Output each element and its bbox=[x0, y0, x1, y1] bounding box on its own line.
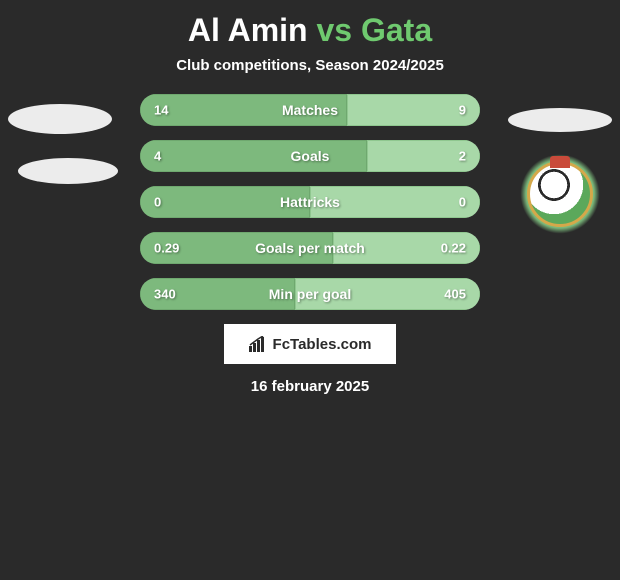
player2-name: Gata bbox=[361, 12, 432, 48]
stat-bar-left bbox=[140, 140, 367, 172]
player1-avatar-placeholder-2 bbox=[18, 158, 118, 184]
stat-label: Matches bbox=[282, 102, 338, 118]
stat-label: Hattricks bbox=[280, 194, 340, 210]
stat-value-left: 14 bbox=[154, 103, 168, 118]
stat-value-right: 2 bbox=[459, 149, 466, 164]
fctables-logo: FcTables.com bbox=[224, 324, 396, 364]
date: 16 february 2025 bbox=[0, 378, 620, 395]
subtitle: Club competitions, Season 2024/2025 bbox=[0, 57, 620, 74]
stat-row: Hattricks 0 0 bbox=[140, 186, 480, 218]
stat-row: Matches 14 9 bbox=[140, 94, 480, 126]
stat-row: Goals per match 0.29 0.22 bbox=[140, 232, 480, 264]
player1-name: Al Amin bbox=[188, 12, 308, 48]
player2-club-badge bbox=[520, 154, 600, 234]
stats-container: Matches 14 9 Goals 4 2 Hattricks 0 0 Goals per ma… bbox=[0, 94, 620, 310]
stat-value-left: 0.29 bbox=[154, 241, 179, 256]
stat-value-right: 0.22 bbox=[441, 241, 466, 256]
stat-value-right: 405 bbox=[444, 287, 466, 302]
stat-label: Goals bbox=[291, 148, 330, 164]
player1-avatar-placeholder-1 bbox=[8, 104, 112, 134]
comparison-title: Al Amin vs Gata bbox=[0, 0, 620, 57]
stat-value-left: 4 bbox=[154, 149, 161, 164]
stat-label: Goals per match bbox=[255, 240, 365, 256]
stat-value-left: 0 bbox=[154, 195, 161, 210]
stat-value-right: 9 bbox=[459, 103, 466, 118]
stat-label: Min per goal bbox=[269, 286, 351, 302]
stat-row: Goals 4 2 bbox=[140, 140, 480, 172]
stat-value-left: 340 bbox=[154, 287, 176, 302]
player2-avatar-placeholder bbox=[508, 108, 612, 132]
stat-row: Min per goal 340 405 bbox=[140, 278, 480, 310]
vs-text: vs bbox=[316, 12, 352, 48]
logo-text: FcTables.com bbox=[273, 336, 372, 353]
chart-icon bbox=[249, 336, 269, 352]
stat-value-right: 0 bbox=[459, 195, 466, 210]
